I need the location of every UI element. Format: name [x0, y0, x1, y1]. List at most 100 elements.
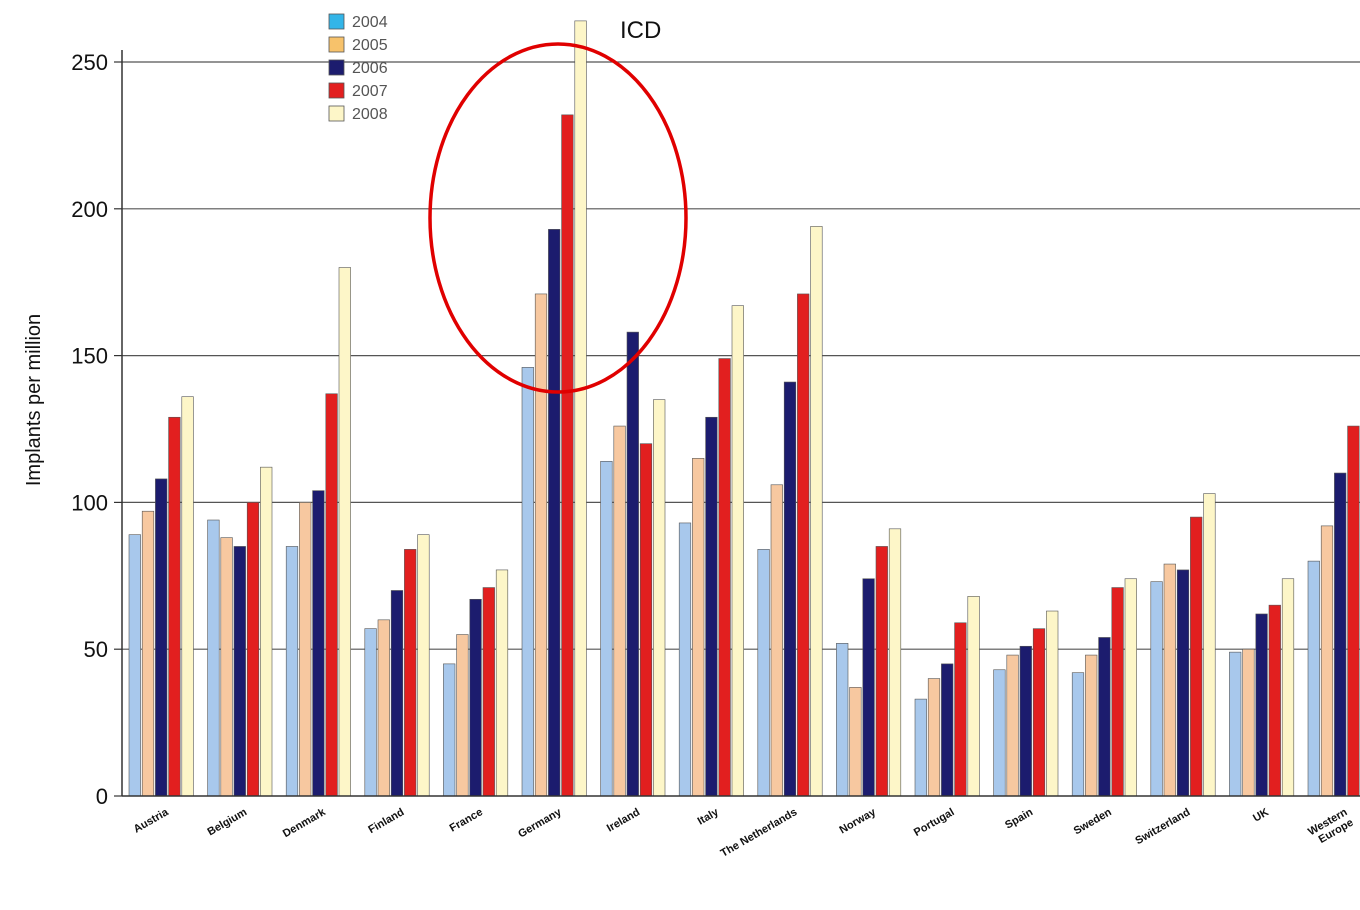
bar-2006-denmark — [312, 490, 325, 797]
x-category-label-line: UK — [1251, 806, 1271, 824]
bar-2004-denmark — [285, 546, 299, 797]
x-category-label-line: Norway — [837, 806, 878, 837]
bar-2004-sweden — [1071, 672, 1085, 797]
bar-2004-norway — [836, 643, 849, 797]
y-axis-ticks: 0 50 100 150 200 250 — [71, 50, 122, 809]
bar-2004-western-europe — [1307, 560, 1320, 797]
x-category-label-line: Switzerland — [1133, 806, 1192, 847]
bar-2004-the-netherlands — [757, 549, 770, 797]
bar-2004-uk — [1229, 651, 1242, 797]
bar-2007-italy — [718, 358, 731, 797]
bar-2008-belgium — [260, 466, 273, 797]
x-category-label: Belgium — [206, 806, 250, 838]
bar-2004-italy — [678, 522, 692, 797]
bar-2008-germany — [574, 20, 587, 797]
bar-2005-sweden — [1085, 654, 1098, 797]
bar-2005-italy — [692, 458, 705, 797]
bar-2005-france — [456, 634, 469, 797]
bar-2007-uk — [1268, 604, 1281, 797]
legend-swatch-2007 — [328, 82, 345, 99]
x-category-label: UK — [1251, 806, 1271, 824]
bar-2007-portugal — [954, 622, 967, 797]
bar-2005-belgium — [220, 537, 233, 797]
legend-swatch-2006 — [328, 59, 345, 76]
x-category-label: France — [448, 806, 485, 834]
bar-2004-belgium — [207, 519, 220, 797]
bar-2007-france — [482, 587, 495, 797]
bar-2008-the-netherlands — [810, 226, 823, 797]
bar-2007-ireland — [639, 443, 653, 797]
bar-2007-the-netherlands — [797, 293, 810, 797]
bar-2006-ireland — [626, 331, 639, 797]
x-category-label-line: Finland — [366, 806, 406, 836]
bar-2008-uk — [1281, 578, 1295, 797]
bar-2008-sweden — [1124, 578, 1137, 797]
bar-2004-austria — [128, 534, 141, 797]
bar-2007-austria — [168, 416, 181, 797]
legend-swatch-2008 — [328, 105, 345, 122]
x-category-label: Spain — [1003, 806, 1035, 832]
bar-2006-the-netherlands — [783, 381, 797, 797]
bar-2008-austria — [181, 396, 194, 797]
bar-2006-belgium — [233, 546, 246, 797]
x-category-label: Switzerland — [1133, 806, 1192, 847]
bar-2004-germany — [521, 367, 534, 797]
bar-2006-uk — [1255, 613, 1268, 797]
bar-2005-ireland — [613, 425, 626, 797]
highlight-ellipse — [428, 42, 688, 394]
bar-2006-portugal — [941, 663, 954, 797]
legend-swatch-2004 — [328, 13, 345, 30]
bars — [128, 20, 1360, 797]
legend-label-2008: 2008 — [352, 106, 388, 123]
bar-2005-finland — [377, 619, 390, 797]
x-category-label: WesternEurope — [1306, 806, 1356, 849]
bar-2006-sweden — [1098, 637, 1111, 797]
x-category-label: Austria — [132, 806, 172, 836]
y-tick-label: 200 — [71, 197, 108, 222]
bar-2007-belgium — [246, 502, 260, 797]
bar-2005-spain — [1006, 654, 1019, 797]
bar-2007-sweden — [1111, 587, 1124, 797]
bar-2004-ireland — [600, 460, 613, 797]
bar-2008-portugal — [967, 596, 980, 797]
legend-label-2004: 2004 — [352, 14, 388, 31]
x-category-label-line: Denmark — [281, 806, 329, 840]
bar-2006-austria — [155, 478, 168, 797]
bar-2004-spain — [993, 669, 1006, 797]
x-category-label: Ireland — [605, 806, 642, 834]
bar-2007-denmark — [325, 393, 338, 797]
x-category-label: Finland — [366, 806, 406, 836]
bar-2005-austria — [141, 510, 155, 797]
bar-2005-norway — [849, 687, 862, 797]
bar-2004-france — [443, 663, 456, 797]
x-category-label-line: France — [448, 806, 485, 834]
legend: 2004 2005 2006 2007 2008 — [328, 13, 388, 123]
bar-2005-germany — [534, 293, 548, 797]
x-category-label-line: Germany — [516, 806, 564, 841]
x-category-label-line: The Netherlands — [719, 806, 800, 859]
bar-2007-western-europe — [1347, 425, 1360, 797]
legend-swatch-2005 — [328, 36, 345, 53]
x-category-label: Sweden — [1072, 806, 1114, 837]
x-category-label-line: Ireland — [605, 806, 642, 834]
legend-label-2007: 2007 — [352, 83, 388, 100]
x-category-label-line: Italy — [696, 806, 722, 828]
y-tick-label: 0 — [96, 784, 108, 809]
x-category-label: The Netherlands — [719, 806, 800, 859]
bar-2008-switzerland — [1203, 493, 1216, 797]
x-category-label-line: Portugal — [912, 806, 957, 839]
bar-2004-portugal — [914, 698, 927, 797]
bar-2008-finland — [417, 534, 430, 797]
bar-2006-france — [469, 598, 482, 797]
bar-2004-switzerland — [1150, 581, 1163, 797]
bar-2007-finland — [404, 549, 417, 797]
bar-2004-finland — [364, 628, 377, 797]
bar-2008-spain — [1046, 610, 1059, 797]
bar-2005-uk — [1242, 648, 1255, 797]
bar-2006-western-europe — [1334, 472, 1347, 797]
x-category-label-line: Spain — [1003, 806, 1035, 832]
bar-2006-spain — [1019, 645, 1032, 797]
x-axis-category-labels: Austria Belgium Denmark Finland France German… — [132, 806, 1356, 860]
bar-2005-the-netherlands — [770, 484, 783, 797]
y-tick-label: 150 — [71, 344, 108, 369]
